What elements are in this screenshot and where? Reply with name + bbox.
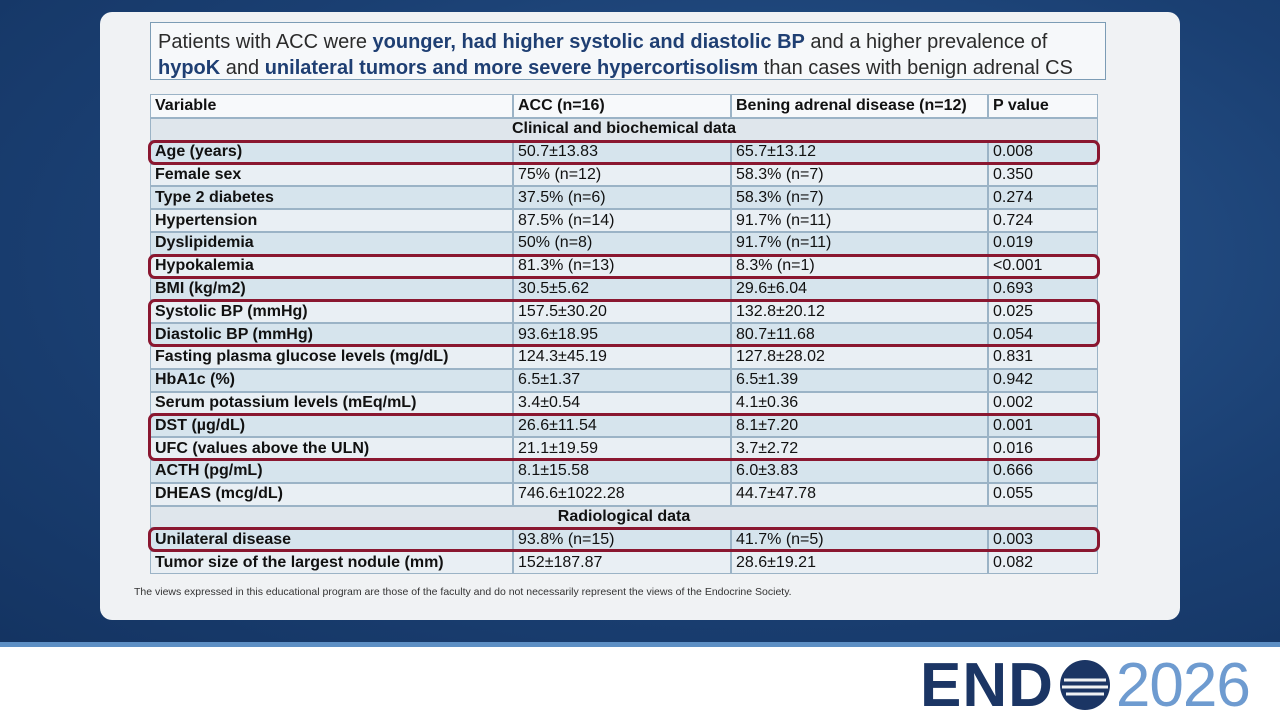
- endo-logo: END 2026: [920, 650, 1251, 720]
- table-cell: 0.016: [988, 437, 1098, 460]
- table-cell: 0.025: [988, 300, 1098, 324]
- table-cell: 0.831: [988, 346, 1098, 369]
- slide-title: Patients with ACC were younger, had high…: [150, 22, 1106, 80]
- highlight-box: [148, 139, 1100, 165]
- logo-text: END: [920, 650, 1054, 720]
- table-cell: 0.003: [988, 528, 1098, 552]
- table-cell: 6.0±3.83: [731, 460, 988, 483]
- logo-globe: [1059, 660, 1110, 710]
- table-cell: 0.693: [988, 277, 1098, 301]
- table-cell: 8.1±15.58: [513, 460, 731, 483]
- row-label: Hypertension: [150, 209, 513, 232]
- title-part: unilateral tumors and more severe hyperc…: [264, 57, 759, 79]
- table-cell: 0.054: [988, 323, 1098, 346]
- table-cell: 30.5±5.62: [513, 277, 731, 301]
- row-label: Serum potassium levels (mEq/mL): [150, 391, 513, 415]
- row-label: Tumor size of the largest nodule (mm): [150, 551, 513, 574]
- title-part: hypoK: [158, 57, 221, 79]
- table-cell: 746.6±1022.28: [513, 482, 731, 506]
- table-cell: 0.019: [988, 232, 1098, 255]
- highlight-box: [148, 413, 1100, 461]
- header-cell: Bening adrenal disease (n=12): [731, 94, 988, 118]
- row-label: Fasting plasma glucose levels (mg/dL): [150, 346, 513, 369]
- row-label: Dyslipidemia: [150, 232, 513, 255]
- table-cell: 87.5% (n=14): [513, 209, 731, 232]
- table-cell: 37.5% (n=6): [513, 186, 731, 210]
- table-cell: 0.666: [988, 460, 1098, 483]
- title-part: and: [220, 57, 265, 79]
- table-cell: 0.274: [988, 186, 1098, 210]
- logo-year: 2026: [1115, 650, 1251, 720]
- row-label: BMI (kg/m2): [150, 277, 513, 301]
- table-cell: 6.5±1.39: [731, 368, 988, 392]
- table-cell: 0.082: [988, 551, 1098, 574]
- table-cell: 3.4±0.54: [513, 391, 731, 415]
- table-cell: 58.3% (n=7): [731, 163, 988, 187]
- title-part: than cases with benign adrenal CS: [758, 57, 1073, 79]
- section-row: Clinical and biochemical data: [150, 118, 1098, 141]
- table-cell: 29.6±6.04: [731, 277, 988, 301]
- table-cell: 75% (n=12): [513, 163, 731, 187]
- table-cell: 58.3% (n=7): [731, 186, 988, 210]
- table-cell: 124.3±45.19: [513, 346, 731, 369]
- highlight-box: [148, 253, 1100, 279]
- table-cell: 152±187.87: [513, 551, 731, 574]
- section-row: Radiological data: [150, 505, 1098, 529]
- disclaimer: The views expressed in this educational …: [134, 586, 792, 598]
- table-cell: 3.7±2.72: [731, 437, 988, 460]
- title-part: Patients with ACC were: [158, 31, 373, 53]
- table-cell: 0.724: [988, 209, 1098, 232]
- title-part: younger, had higher systolic and diastol…: [372, 31, 805, 53]
- table-cell: 50% (n=8): [513, 232, 731, 255]
- table-cell: 91.7% (n=11): [731, 232, 988, 255]
- row-label: Type 2 diabetes: [150, 186, 513, 210]
- table-cell: 157.5±30.20: [513, 300, 731, 324]
- table-cell: 0.942: [988, 368, 1098, 392]
- table-cell: 0.002: [988, 391, 1098, 415]
- table-cell: 4.1±0.36: [731, 391, 988, 415]
- table-cell: 0.001: [988, 414, 1098, 438]
- table-cell: 0.055: [988, 482, 1098, 506]
- table-cell: 127.8±28.02: [731, 346, 988, 369]
- divider-band: [0, 642, 1280, 647]
- table-cell: 6.5±1.37: [513, 368, 731, 392]
- table-cell: 44.7±47.78: [731, 482, 988, 506]
- row-label: HbA1c (%): [150, 368, 513, 392]
- table-cell: 28.6±19.21: [731, 551, 988, 574]
- header-cell: Variable: [150, 94, 513, 118]
- row-label: Systolic BP (mmHg): [150, 300, 513, 324]
- table-cell: 91.7% (n=11): [731, 209, 988, 232]
- title-part: and a higher prevalence of: [804, 31, 1048, 53]
- table-cell: 0.350: [988, 163, 1098, 187]
- row-label: ACTH (pg/mL): [150, 460, 513, 483]
- highlight-box: [148, 527, 1100, 553]
- row-label: Female sex: [150, 163, 513, 187]
- header-cell: P value: [988, 94, 1098, 118]
- header-cell: ACC (n=16): [513, 94, 731, 118]
- row-label: DHEAS (mcg/dL): [150, 482, 513, 506]
- highlight-box: [148, 299, 1100, 347]
